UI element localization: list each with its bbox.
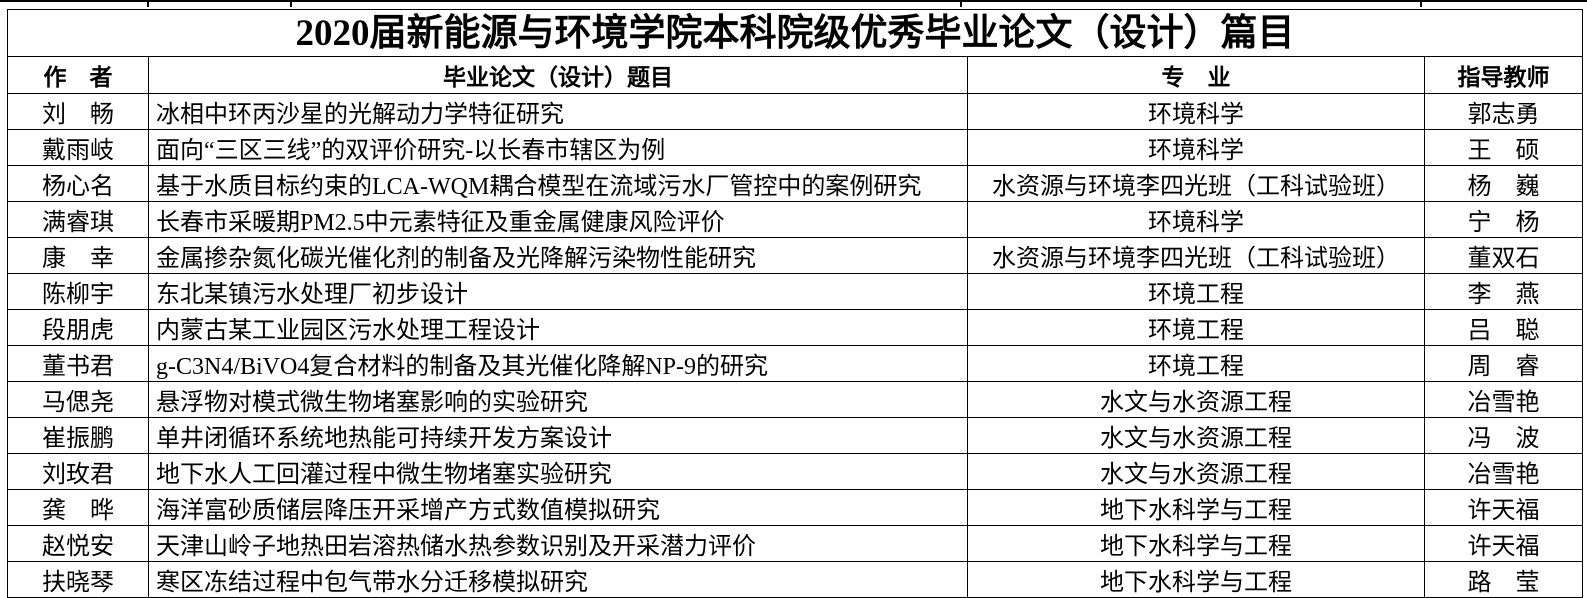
thesis-title-cell: 东北某镇污水处理厂初步设计 [148, 273, 968, 310]
header-advisor: 指导教师 [1424, 56, 1583, 94]
table-row: 段朋虎 内蒙古某工业园区污水处理工程设计 环境工程 吕 聪 [7, 309, 1583, 346]
cutoff-table-edge [0, 0, 1587, 2]
author-cell: 扶晓琴 [7, 561, 149, 598]
page-title: 2020届新能源与环境学院本科院级优秀毕业论文（设计）篇目 [7, 9, 1583, 57]
major-cell: 地下水科学与工程 [967, 561, 1425, 598]
author-cell: 刘 畅 [7, 93, 149, 130]
advisor-cell: 吕 聪 [1424, 309, 1583, 346]
advisor-cell: 冯 波 [1424, 417, 1583, 454]
major-cell: 水文与水资源工程 [967, 453, 1425, 490]
advisor-cell: 冶雪艳 [1424, 381, 1583, 418]
major-cell: 水资源与环境李四光班（工科试验班） [967, 165, 1425, 202]
author-cell: 戴雨岐 [7, 129, 149, 166]
author-cell: 康 幸 [7, 237, 149, 274]
major-cell: 环境科学 [967, 201, 1425, 238]
major-cell: 地下水科学与工程 [967, 525, 1425, 562]
table-row: 马偲尧 悬浮物对模式微生物堵塞影响的实验研究 水文与水资源工程 冶雪艳 [7, 381, 1583, 418]
table-row: 杨心名 基于水质目标约束的LCA-WQM耦合模型在流域污水厂管控中的案例研究 水… [7, 165, 1583, 202]
author-cell: 赵悦安 [7, 525, 149, 562]
table-row: 康 幸 金属掺杂氮化碳光催化剂的制备及光降解污染物性能研究 水资源与环境李四光班… [7, 237, 1583, 274]
advisor-cell: 路 莹 [1424, 561, 1583, 598]
thesis-title-cell: 面向“三区三线”的双评价研究-以长春市辖区为例 [148, 129, 968, 166]
table-row: 戴雨岐 面向“三区三线”的双评价研究-以长春市辖区为例 环境科学 王 硕 [7, 129, 1583, 166]
table-row: 满睿琪 长春市采暖期PM2.5中元素特征及重金属健康风险评价 环境科学 宁 杨 [7, 201, 1583, 238]
author-cell: 满睿琪 [7, 201, 149, 238]
author-cell: 刘玫君 [7, 453, 149, 490]
advisor-cell: 许天福 [1424, 489, 1583, 526]
thesis-title-cell: g-C3N4/BiVO4复合材料的制备及其光催化降解NP-9的研究 [148, 345, 968, 382]
major-cell: 水资源与环境李四光班（工科试验班） [967, 237, 1425, 274]
thesis-title-cell: 单井闭循环系统地热能可持续开发方案设计 [148, 417, 968, 454]
thesis-title-cell: 天津山岭子地热田岩溶热储水热参数识别及开采潜力评价 [148, 525, 968, 562]
cutoff-grid-tick [290, 0, 292, 7]
table-header-row: 作 者 毕业论文（设计）题目 专 业 指导教师 [7, 56, 1583, 94]
thesis-list-table: 2020届新能源与环境学院本科院级优秀毕业论文（设计）篇目 作 者 毕业论文（设… [7, 9, 1583, 598]
major-cell: 环境工程 [967, 345, 1425, 382]
advisor-cell: 许天福 [1424, 525, 1583, 562]
thesis-title-cell: 冰相中环丙沙星的光解动力学特征研究 [148, 93, 968, 130]
header-author: 作 者 [7, 56, 149, 94]
table-row: 刘 畅 冰相中环丙沙星的光解动力学特征研究 环境科学 郭志勇 [7, 93, 1583, 130]
advisor-cell: 王 硕 [1424, 129, 1583, 166]
thesis-title-cell: 金属掺杂氮化碳光催化剂的制备及光降解污染物性能研究 [148, 237, 968, 274]
author-cell: 马偲尧 [7, 381, 149, 418]
cutoff-grid-tick [960, 0, 962, 7]
major-cell: 水文与水资源工程 [967, 381, 1425, 418]
thesis-title-cell: 长春市采暖期PM2.5中元素特征及重金属健康风险评价 [148, 201, 968, 238]
table-row: 陈柳宇 东北某镇污水处理厂初步设计 环境工程 李 燕 [7, 273, 1583, 310]
author-cell: 段朋虎 [7, 309, 149, 346]
major-cell: 水文与水资源工程 [967, 417, 1425, 454]
advisor-cell: 宁 杨 [1424, 201, 1583, 238]
advisor-cell: 董双石 [1424, 237, 1583, 274]
advisor-cell: 李 燕 [1424, 273, 1583, 310]
thesis-title-cell: 海洋富砂质储层降压开采增产方式数值模拟研究 [148, 489, 968, 526]
table-row: 赵悦安 天津山岭子地热田岩溶热储水热参数识别及开采潜力评价 地下水科学与工程 许… [7, 525, 1583, 562]
author-cell: 龚 晔 [7, 489, 149, 526]
major-cell: 环境工程 [967, 309, 1425, 346]
thesis-title-cell: 内蒙古某工业园区污水处理工程设计 [148, 309, 968, 346]
major-cell: 地下水科学与工程 [967, 489, 1425, 526]
thesis-title-cell: 地下水人工回灌过程中微生物堵塞实验研究 [148, 453, 968, 490]
table-row: 崔振鹏 单井闭循环系统地热能可持续开发方案设计 水文与水资源工程 冯 波 [7, 417, 1583, 454]
advisor-cell: 周 睿 [1424, 345, 1583, 382]
major-cell: 环境科学 [967, 129, 1425, 166]
thesis-title-cell: 寒区冻结过程中包气带水分迁移模拟研究 [148, 561, 968, 598]
advisor-cell: 郭志勇 [1424, 93, 1583, 130]
cutoff-grid-tick [147, 0, 149, 7]
thesis-title-cell: 基于水质目标约束的LCA-WQM耦合模型在流域污水厂管控中的案例研究 [148, 165, 968, 202]
table-row: 刘玫君 地下水人工回灌过程中微生物堵塞实验研究 水文与水资源工程 冶雪艳 [7, 453, 1583, 490]
table-row: 龚 晔 海洋富砂质储层降压开采增产方式数值模拟研究 地下水科学与工程 许天福 [7, 489, 1583, 526]
table-row: 董书君 g-C3N4/BiVO4复合材料的制备及其光催化降解NP-9的研究 环境… [7, 345, 1583, 382]
author-cell: 董书君 [7, 345, 149, 382]
author-cell: 陈柳宇 [7, 273, 149, 310]
advisor-cell: 冶雪艳 [1424, 453, 1583, 490]
major-cell: 环境科学 [967, 93, 1425, 130]
thesis-title-cell: 悬浮物对模式微生物堵塞影响的实验研究 [148, 381, 968, 418]
header-thesis-title: 毕业论文（设计）题目 [148, 56, 968, 94]
table-row: 扶晓琴 寒区冻结过程中包气带水分迁移模拟研究 地下水科学与工程 路 莹 [7, 561, 1583, 598]
table-title-row: 2020届新能源与环境学院本科院级优秀毕业论文（设计）篇目 [7, 9, 1583, 57]
advisor-cell: 杨 巍 [1424, 165, 1583, 202]
header-major: 专 业 [967, 56, 1425, 94]
author-cell: 杨心名 [7, 165, 149, 202]
major-cell: 环境工程 [967, 273, 1425, 310]
author-cell: 崔振鹏 [7, 417, 149, 454]
cutoff-grid-tick [1420, 0, 1422, 7]
